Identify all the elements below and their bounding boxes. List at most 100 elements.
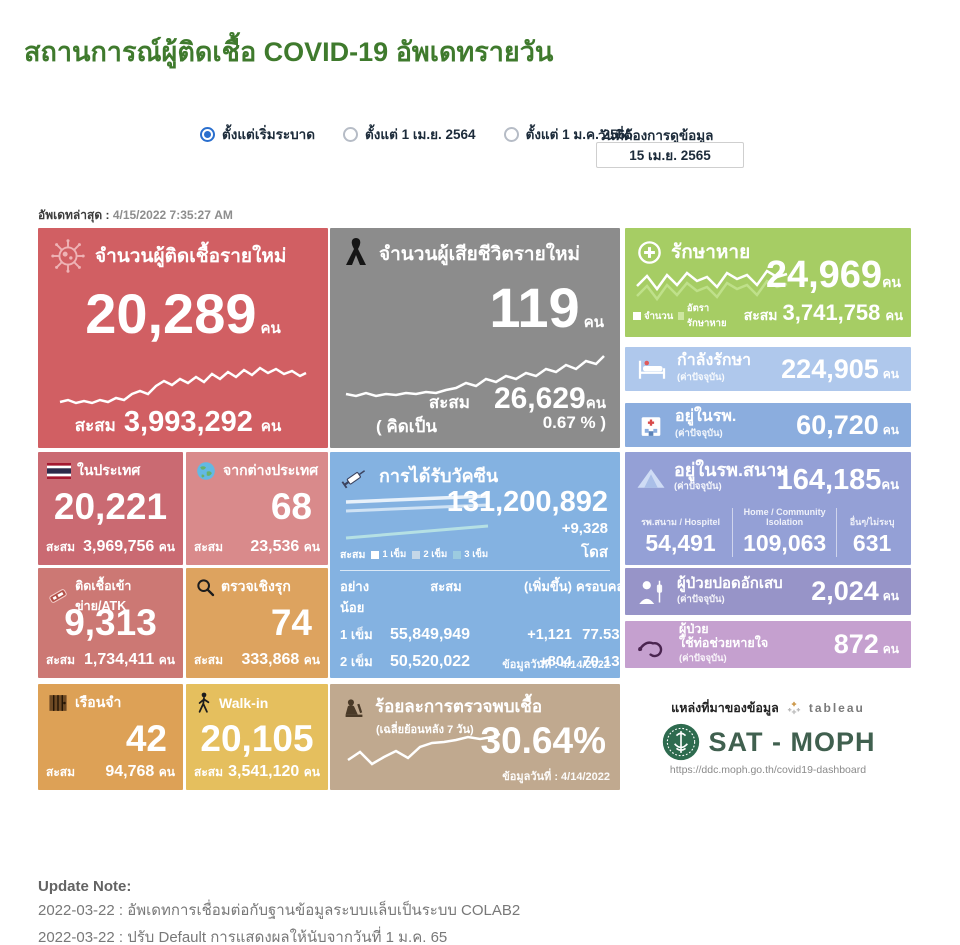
breakdown-home-isolation: Home / Community Isolation 109,063: [732, 507, 836, 557]
card-new-cases: จำนวนผู้ติดเชื้อรายใหม่ 20,289 คน สะสม 3,…: [38, 228, 328, 448]
recovered-value: 24,969คน: [766, 254, 901, 297]
unit: คน: [585, 395, 606, 412]
col-header: สะสม: [430, 579, 462, 594]
card-field-hospital: อยู่ในรพ.สนาม (ค่าปัจจุบัน) 164,185คน รพ…: [625, 452, 911, 565]
card-title: จากต่างประเทศ: [223, 462, 319, 478]
unit: คน: [882, 589, 899, 603]
breakdown-label: อื่นๆ/ไม่ระบุ: [849, 517, 895, 528]
unit: คน: [882, 422, 899, 437]
card-title: จำนวนผู้ติดเชื้อรายใหม่: [95, 246, 287, 267]
radio-circle-icon: [503, 126, 519, 142]
unit: คน: [260, 418, 282, 435]
unit: คน: [583, 314, 604, 331]
breakdown-value: 109,063: [743, 530, 827, 556]
legend-label: 2 เข็ม: [423, 549, 448, 560]
table-cell: 70.13%: [582, 653, 620, 670]
field-hospital-breakdown: รพ.สนาม / Hospitel 54,491 Home / Communi…: [629, 507, 907, 557]
cum-label: สะสม: [743, 307, 778, 323]
unit: คน: [885, 308, 903, 323]
card-proactive-testing: ตรวจเชิงรุก 74 สะสม 333,868 คน: [186, 568, 328, 678]
value: 872: [833, 629, 879, 659]
table-cell: 77.53%: [582, 626, 620, 643]
field-hospital-value: 164,185คน: [777, 464, 899, 497]
proactive-value: 74: [270, 602, 312, 643]
unit: คน: [882, 366, 899, 381]
card-title: การได้รับวัคซีน: [379, 466, 499, 486]
breakdown-hospitel: รพ.สนาม / Hospitel 54,491: [629, 508, 732, 557]
value: 24,969: [765, 254, 883, 296]
breakdown-other: อื่นๆ/ไม่ระบุ 631: [836, 508, 907, 557]
update-note-title: Update Note:: [38, 878, 132, 895]
table-cell: 1 เข็ม: [340, 627, 373, 642]
col-header: (เพิ่มขึ้น): [523, 579, 572, 594]
radio-label: ตั้งแต่ 1 ม.ค. 2565: [525, 127, 633, 142]
last-update-label: อัพเดทล่าสุด :: [38, 208, 110, 222]
cum-value: 94,768: [105, 763, 155, 780]
cum-value: 333,868: [241, 651, 300, 668]
table-cell: +1,121: [527, 627, 572, 643]
radio-label: ตั้งแต่เริ่มระบาด: [222, 127, 316, 142]
current-value-note: (ค่าปัจจุบัน): [674, 481, 722, 492]
legend-prefix: สะสม: [340, 549, 366, 561]
vaccine-legend: สะสม 1 เข็ม 2 เข็ม 3 เข็ม: [340, 546, 488, 563]
value: 164,185: [776, 464, 882, 496]
card-title: จำนวนผู้เสียชีวิตรายใหม่: [379, 244, 581, 265]
source-url-link[interactable]: https://ddc.moph.go.th/covid19-dashboard: [669, 764, 867, 776]
percent-open: ( คิดเป็น: [376, 417, 438, 436]
col-header: อย่างน้อย: [340, 579, 370, 615]
radio-since-jan-2565[interactable]: ตั้งแต่ 1 ม.ค. 2565: [503, 123, 633, 145]
tent-icon: [637, 468, 665, 488]
mourning-ribbon-icon: [346, 238, 366, 265]
card-title: เรือนจำ: [75, 694, 122, 710]
unit: คน: [158, 540, 175, 554]
card-title: กำลังรักษา: [677, 352, 752, 370]
vaccine-delta: +9,328: [561, 520, 608, 537]
cum-value: 3,993,292: [123, 406, 253, 438]
cum-label: สะสม: [428, 393, 470, 412]
card-prison: เรือนจำ 42 สะสม 94,768 คน: [38, 684, 183, 790]
update-note-line: 2022-03-22 : อัพเดทการเชื่อมต่อกับฐานข้อ…: [38, 902, 521, 919]
card-positive-rate: ร้อยละการตรวจพบเชื้อ (เฉลี่ยย้อนหลัง 7 ว…: [330, 684, 620, 790]
pneumonia-title-block: ผู้ป่วยปอดอักเสบ (ค่าปัจจุบัน): [677, 576, 783, 607]
radio-since-outbreak[interactable]: ตั้งแต่เริ่มระบาด: [200, 123, 315, 145]
new-cases-sparkline: [59, 366, 307, 405]
date-picker-input[interactable]: [596, 142, 744, 168]
ventilator-value: 872 คน: [834, 629, 899, 660]
virus-icon: [51, 239, 85, 273]
unit: คน: [882, 642, 899, 656]
unit: คน: [882, 274, 901, 290]
cum-value: 1,734,411: [84, 651, 155, 668]
card-new-deaths: จำนวนผู้เสียชีวิตรายใหม่ 119 คน สะสม 26,6…: [330, 228, 620, 448]
table-cell: +804: [539, 654, 572, 670]
cum-value: 26,629: [493, 382, 586, 415]
domestic-cumulative: สะสม 3,969,756 คน: [46, 538, 175, 557]
current-value-note: (ค่าปัจจุบัน): [675, 427, 723, 439]
unit: คน: [158, 653, 175, 667]
card-pneumonia: ผู้ป่วยปอดอักเสบ (ค่าปัจจุบัน) 2,024 คน: [625, 568, 911, 615]
card-title: อยู่ในรพ.สนาม: [674, 460, 789, 480]
vaccine-total-value: 131,200,892: [446, 486, 608, 518]
source-row-label: แหล่งที่มาของข้อมูล tableau: [625, 698, 911, 718]
moph-logo: [662, 723, 699, 761]
date-picker-label: วันที่ต้องการดูข้อมูล: [598, 128, 714, 143]
legend-square-dose1: [371, 550, 380, 559]
cum-value: 3,741,758: [782, 300, 881, 325]
dashboard-board: จำนวนผู้ติดเชื้อรายใหม่ 20,289 คน สะสม 3,…: [38, 228, 911, 790]
card-title: รักษาหาย: [671, 242, 751, 263]
radio-circle-icon: [343, 126, 359, 142]
radio-since-apr-2564[interactable]: ตั้งแต่ 1 เม.ย. 2564: [343, 123, 476, 145]
atk-value: 9,313: [64, 602, 157, 643]
lab-test-icon: [345, 698, 363, 717]
page-title: สถานการณ์ผู้ติดเชื้อ COVID-19 อัพเดทรายว…: [24, 37, 554, 67]
new-deaths-cumulative: สะสม 26,629คน: [429, 384, 606, 416]
last-update-value: 4/15/2022 7:35:27 AM: [112, 208, 233, 222]
card-abroad: จากต่างประเทศ 68 สะสม 23,536 คน: [186, 452, 328, 565]
prison-value: 42: [125, 718, 167, 759]
cum-value: 23,536: [250, 538, 300, 555]
unit: คน: [303, 540, 320, 554]
card-treating: กำลังรักษา (ค่าปัจจุบัน) 224,905 คน: [625, 347, 911, 391]
cum-value: 3,969,756: [83, 538, 155, 555]
value: 224,905: [781, 353, 879, 384]
legend-label: 1 เข็ม: [382, 549, 407, 560]
recovered-sparkline: [636, 269, 788, 302]
